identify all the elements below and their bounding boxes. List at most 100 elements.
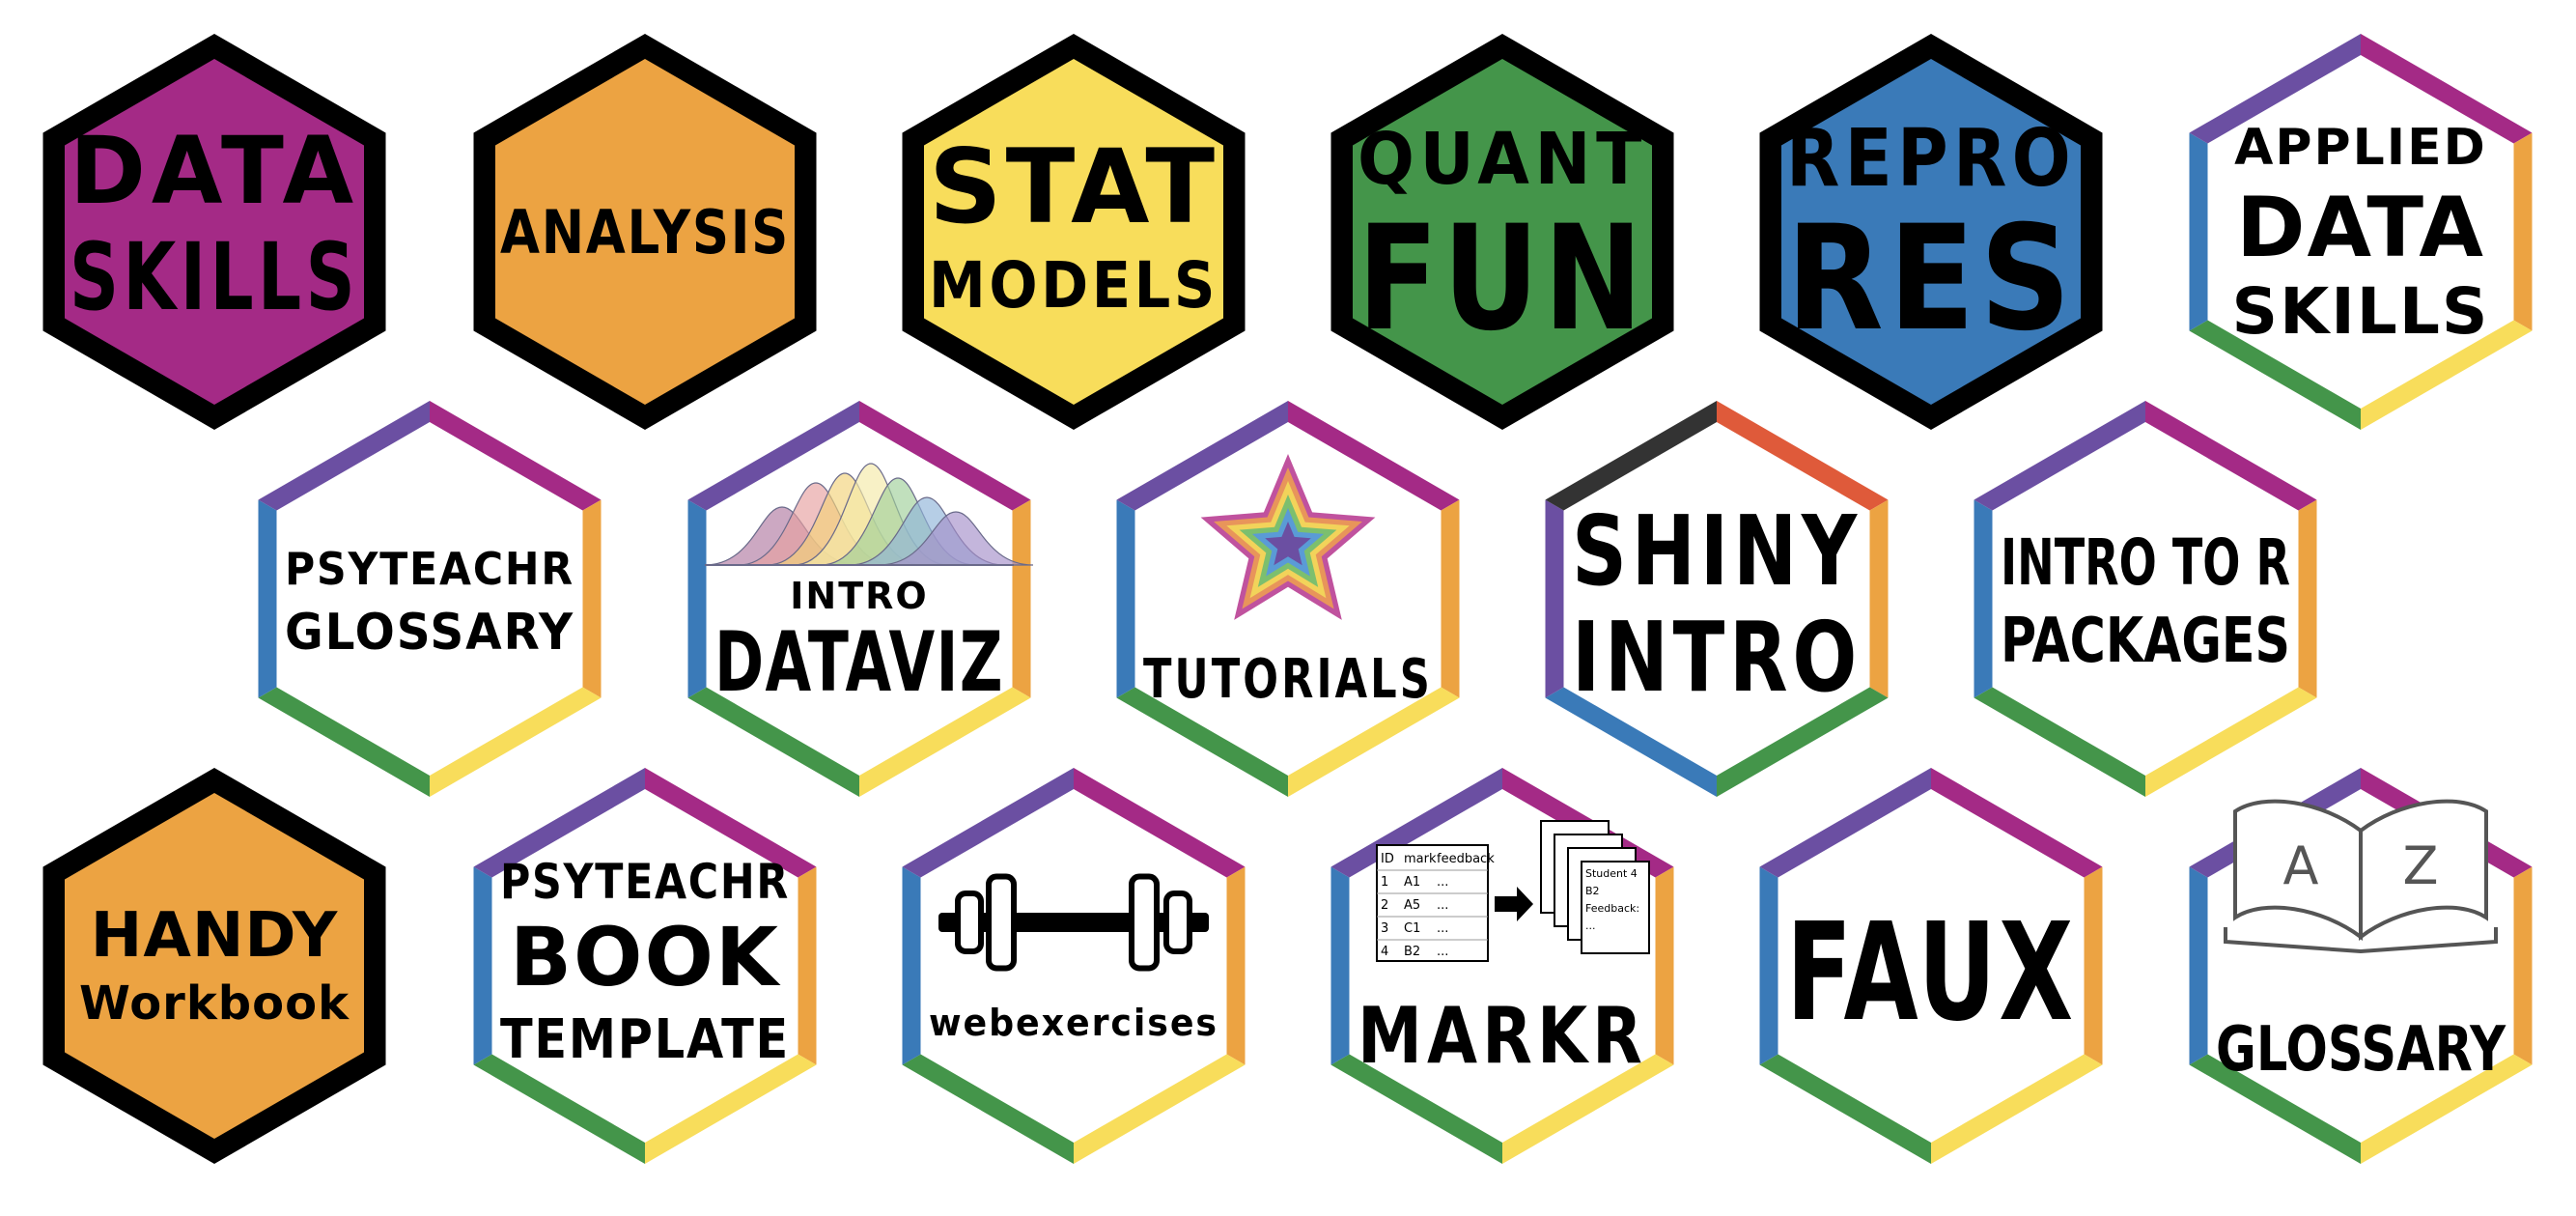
- rainbow-star-icon: [1200, 454, 1376, 620]
- hex-border-segment: [1074, 768, 1246, 878]
- hex-sticker-glossary-az[interactable]: A Z GLOSSARY: [2189, 768, 2533, 1164]
- feedback-card-text: Student 4: [1585, 867, 1638, 880]
- hex-border-segment: [473, 768, 645, 878]
- hex-border-segment: [2189, 320, 2361, 430]
- sticker-label-line: Workbook: [79, 976, 350, 1031]
- hex-border-segment: [1116, 499, 1135, 698]
- sticker-label-line: INTRO TO R: [2001, 525, 2290, 600]
- hex-border-segment: [1288, 687, 1460, 797]
- hex-fill: [1781, 59, 2081, 405]
- hex-sticker-faux[interactable]: FAUX: [1759, 768, 2103, 1164]
- hex-border-segment: [1974, 687, 2145, 797]
- hex-border-segment: [2145, 401, 2317, 511]
- hex-border-segment: [1330, 768, 1502, 878]
- marking-table-cell: A1: [1404, 875, 1420, 890]
- hex-fill: [258, 401, 602, 797]
- hex-fill: [1353, 59, 1652, 405]
- hex-border-segment: [1759, 866, 1778, 1065]
- hex-border-segment: [1717, 401, 1889, 511]
- hex-sticker-tutorials[interactable]: TUTORIALS: [1116, 401, 1460, 797]
- feedback-card-text: B2: [1585, 885, 1600, 897]
- hex-border-segment: [645, 1054, 817, 1164]
- sticker-label-line: RES: [1786, 195, 2076, 363]
- hex-border-segment: [1330, 1054, 1502, 1164]
- hex-border-segment: [2189, 1054, 2361, 1164]
- hex-fill: [924, 59, 1223, 405]
- hex-fill: [1974, 401, 2317, 797]
- hex-sticker-analysis[interactable]: ANALYSIS: [473, 34, 817, 430]
- sticker-label-line: PSYTEACHR: [285, 543, 574, 595]
- sticker-label-line: GLOSSARY: [285, 604, 574, 662]
- sticker-label-line: QUANT: [1358, 118, 1647, 201]
- feedback-card-text: Feedback:: [1585, 902, 1639, 915]
- hex-border-segment: [430, 687, 602, 797]
- sticker-label-line: INTRO: [790, 575, 928, 617]
- hex-border-segment: [902, 1054, 1074, 1164]
- hex-border-segment: [1545, 499, 1564, 698]
- marking-table-header: feedback: [1437, 852, 1495, 866]
- marking-table-cell: ...: [1437, 945, 1448, 959]
- hex-border-segment: [859, 687, 1031, 797]
- sticker-label-line: SKILLS: [2232, 274, 2490, 349]
- hex-sticker-webexercises[interactable]: webexercises: [902, 768, 1246, 1164]
- hex-border-segment: [1974, 401, 2145, 511]
- marking-table-cell: ...: [1437, 921, 1448, 936]
- marking-table-header: mark: [1404, 852, 1437, 866]
- sticker-label-line: STAT: [929, 127, 1218, 246]
- hex-fill: [1545, 401, 1889, 797]
- hex-border-segment: [687, 401, 859, 511]
- density-curves-icon: [704, 463, 1034, 566]
- hex-border-segment: [1012, 499, 1031, 698]
- hex-border-segment: [1288, 401, 1460, 511]
- marking-table-icon: ID mark feedback 1 A1 ... 2 A5 ... 3 C1 ... 4 B2 ... St…: [1376, 820, 1650, 962]
- sticker-label-line: MODELS: [929, 248, 1218, 323]
- sticker-label-line: DATAVIZ: [714, 614, 1004, 711]
- sticker-label-line: GLOSSARY: [2216, 1014, 2506, 1086]
- sticker-label-line: INTRO: [1572, 601, 1862, 714]
- marking-table-cell: 4: [1381, 945, 1388, 959]
- sticker-label-line: MARKR: [1358, 991, 1647, 1081]
- marking-table-cell: 3: [1381, 921, 1388, 936]
- hex-border-segment: [1330, 866, 1350, 1065]
- hex-sticker-markr[interactable]: ID mark feedback 1 A1 ... 2 A5 ... 3 C1 ... 4 B2 ... St…: [1330, 768, 1674, 1164]
- sticker-label-line: HANDY: [91, 900, 338, 972]
- marking-table-cell: 1: [1381, 875, 1388, 890]
- sticker-label-line: TUTORIALS: [1143, 648, 1433, 711]
- sticker-label-line: SKILLS: [70, 223, 359, 331]
- hex-border-segment: [473, 1054, 645, 1164]
- sticker-label-line: PACKAGES: [2001, 606, 2290, 677]
- hex-border-segment: [1759, 768, 1931, 878]
- hex-border-segment: [1717, 687, 1889, 797]
- marking-table-cell: ...: [1437, 898, 1448, 913]
- hex-border-segment: [2513, 132, 2533, 331]
- hex-border-segment: [582, 499, 602, 698]
- hex-sticker-psyteachr-glossary[interactable]: PSYTEACHR GLOSSARY: [258, 401, 602, 797]
- sticker-label-line: REPRO: [1786, 113, 2076, 205]
- hex-fill: [65, 59, 364, 405]
- hex-fill: [902, 768, 1246, 1164]
- hex-border-segment: [1116, 401, 1288, 511]
- hex-border-segment: [1931, 1054, 2103, 1164]
- hex-border-segment: [2361, 1054, 2533, 1164]
- hex-border-segment: [258, 499, 277, 698]
- sticker-label-line: FAUX: [1786, 894, 2076, 1052]
- hex-border-segment: [1226, 866, 1246, 1065]
- book-letter-left: A: [2283, 835, 2319, 896]
- sticker-label-line: BOOK: [510, 910, 781, 1004]
- dumbbell-icon: [938, 873, 1209, 972]
- hex-border-segment: [1545, 401, 1717, 511]
- sticker-label-line: TEMPLATE: [500, 1008, 790, 1071]
- hex-border-segment: [687, 687, 859, 797]
- hex-border-segment: [2361, 320, 2533, 430]
